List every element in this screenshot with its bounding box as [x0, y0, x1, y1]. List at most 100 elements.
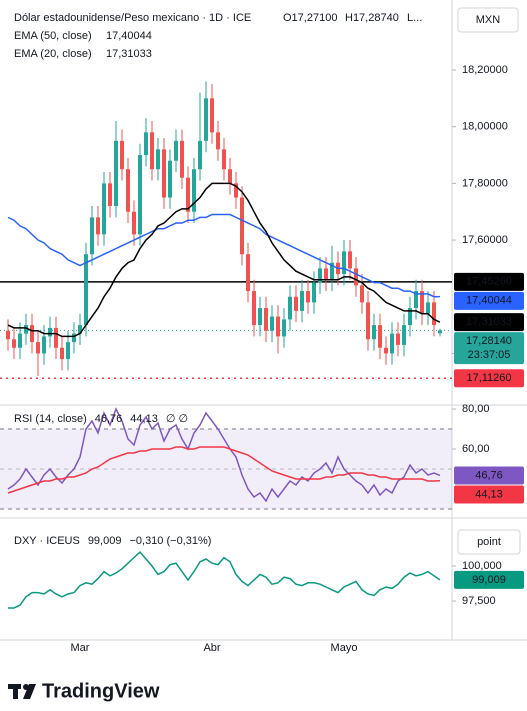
candle-body [30, 325, 34, 343]
ohlc-legend: L... [407, 12, 422, 24]
candle-body [348, 251, 352, 269]
price-tag [454, 291, 524, 310]
candle-body [420, 291, 424, 314]
candle-body [102, 183, 106, 235]
price-tag [454, 570, 524, 589]
x-tick-label: Mar [71, 642, 90, 654]
candle-body [270, 316, 274, 331]
indicator-title: RSI (14, close) [14, 413, 87, 425]
price-tag [454, 485, 524, 504]
candle-body [342, 251, 346, 275]
candle-body [198, 140, 202, 170]
x-tick-label: Mayo [331, 642, 358, 654]
indicator-value: 44,13 [130, 413, 158, 425]
currency-box [457, 7, 519, 33]
candle-body [372, 325, 376, 340]
candle-body [240, 197, 244, 255]
logo [8, 684, 36, 699]
candle-body [390, 333, 394, 354]
price-tag [454, 332, 524, 365]
candle-body [360, 285, 364, 303]
candle-body [306, 291, 310, 303]
candle-body [24, 325, 28, 334]
candle-body [96, 217, 100, 235]
legend-name: EMA (20, close) [14, 48, 92, 60]
candle-body [282, 319, 286, 337]
price-tag-label: 17,11260 [466, 372, 511, 384]
price-tag-label: 99,009 [472, 574, 506, 586]
candle-body [126, 169, 130, 212]
y-tick-label: 97,500 [462, 595, 496, 607]
y-tick-label: 17,80000 [462, 177, 508, 189]
candle-body [162, 149, 166, 198]
y-tick-label: 60,00 [462, 443, 490, 455]
candle-body [426, 302, 430, 314]
candle-body [84, 254, 88, 326]
candle-body [432, 302, 436, 326]
currency: MXN [476, 14, 501, 26]
candle-body [174, 140, 178, 161]
candle-body [276, 316, 280, 337]
indicator-line [7, 446, 441, 494]
candle-body [6, 330, 10, 340]
candle-body [66, 342, 70, 360]
candle-body [138, 155, 142, 235]
candle-body [54, 327, 58, 348]
candle-body [72, 333, 76, 343]
logo-part [23, 684, 36, 699]
indicator-title: DXY · ICEUS [14, 535, 80, 547]
y-tick-label: 18,00000 [462, 121, 508, 133]
ohlc-legend: O17,27100 [283, 12, 337, 24]
candle-body [108, 183, 112, 207]
candle-body [402, 325, 406, 345]
candle-body [324, 268, 328, 280]
y-tick-label: 100,000 [462, 560, 502, 572]
candle-body [366, 302, 370, 340]
y-tick-label: 80,00 [462, 403, 490, 415]
ohlc-legend: H17,28740 [345, 12, 399, 24]
candle-body [114, 140, 118, 207]
y-tick-label: 18,20000 [462, 64, 508, 76]
chart-title: Dólar estadounidense/Peso mexicano · 1D … [14, 12, 251, 24]
candle-body [36, 342, 40, 354]
candle-body [396, 333, 400, 345]
candle-body [60, 347, 64, 360]
price-tag-label: 17,28140 [466, 335, 512, 347]
legend-value: 17,31033 [106, 48, 152, 60]
price-tag [454, 313, 524, 332]
price-tag [454, 272, 524, 291]
candle-body [408, 308, 412, 326]
price-tag [454, 466, 524, 485]
candle-body [168, 160, 172, 198]
candle-body [330, 262, 334, 280]
candle-body [156, 149, 160, 170]
candle-body [144, 132, 148, 156]
axis-label-box [457, 529, 521, 555]
candle-body [186, 177, 190, 212]
change-label: −0,310 (−0,31%) [129, 535, 211, 547]
indicator-value: 46,76 [95, 413, 123, 425]
price-tag [454, 369, 524, 388]
candle-body [204, 98, 208, 141]
candle-body [288, 296, 292, 320]
candle-body [384, 347, 388, 354]
candle-body [42, 336, 46, 354]
axis-label: point [477, 536, 501, 548]
candle-body [264, 308, 268, 331]
candle-body [252, 291, 256, 326]
indicator-line [7, 407, 441, 503]
candle-body [228, 169, 232, 184]
price-tag-label: 17,40044 [466, 295, 512, 307]
candle-body [180, 140, 184, 178]
candle-body [216, 132, 220, 150]
candle-body [192, 169, 196, 212]
candle-body [294, 296, 298, 311]
ema-line [7, 182, 441, 338]
candle-body [150, 132, 154, 170]
candle-body [12, 339, 16, 348]
candle-body [258, 308, 262, 326]
price-tag-label: 23:37:05 [468, 349, 511, 361]
price-tag-label: 17,45260 [466, 276, 512, 288]
